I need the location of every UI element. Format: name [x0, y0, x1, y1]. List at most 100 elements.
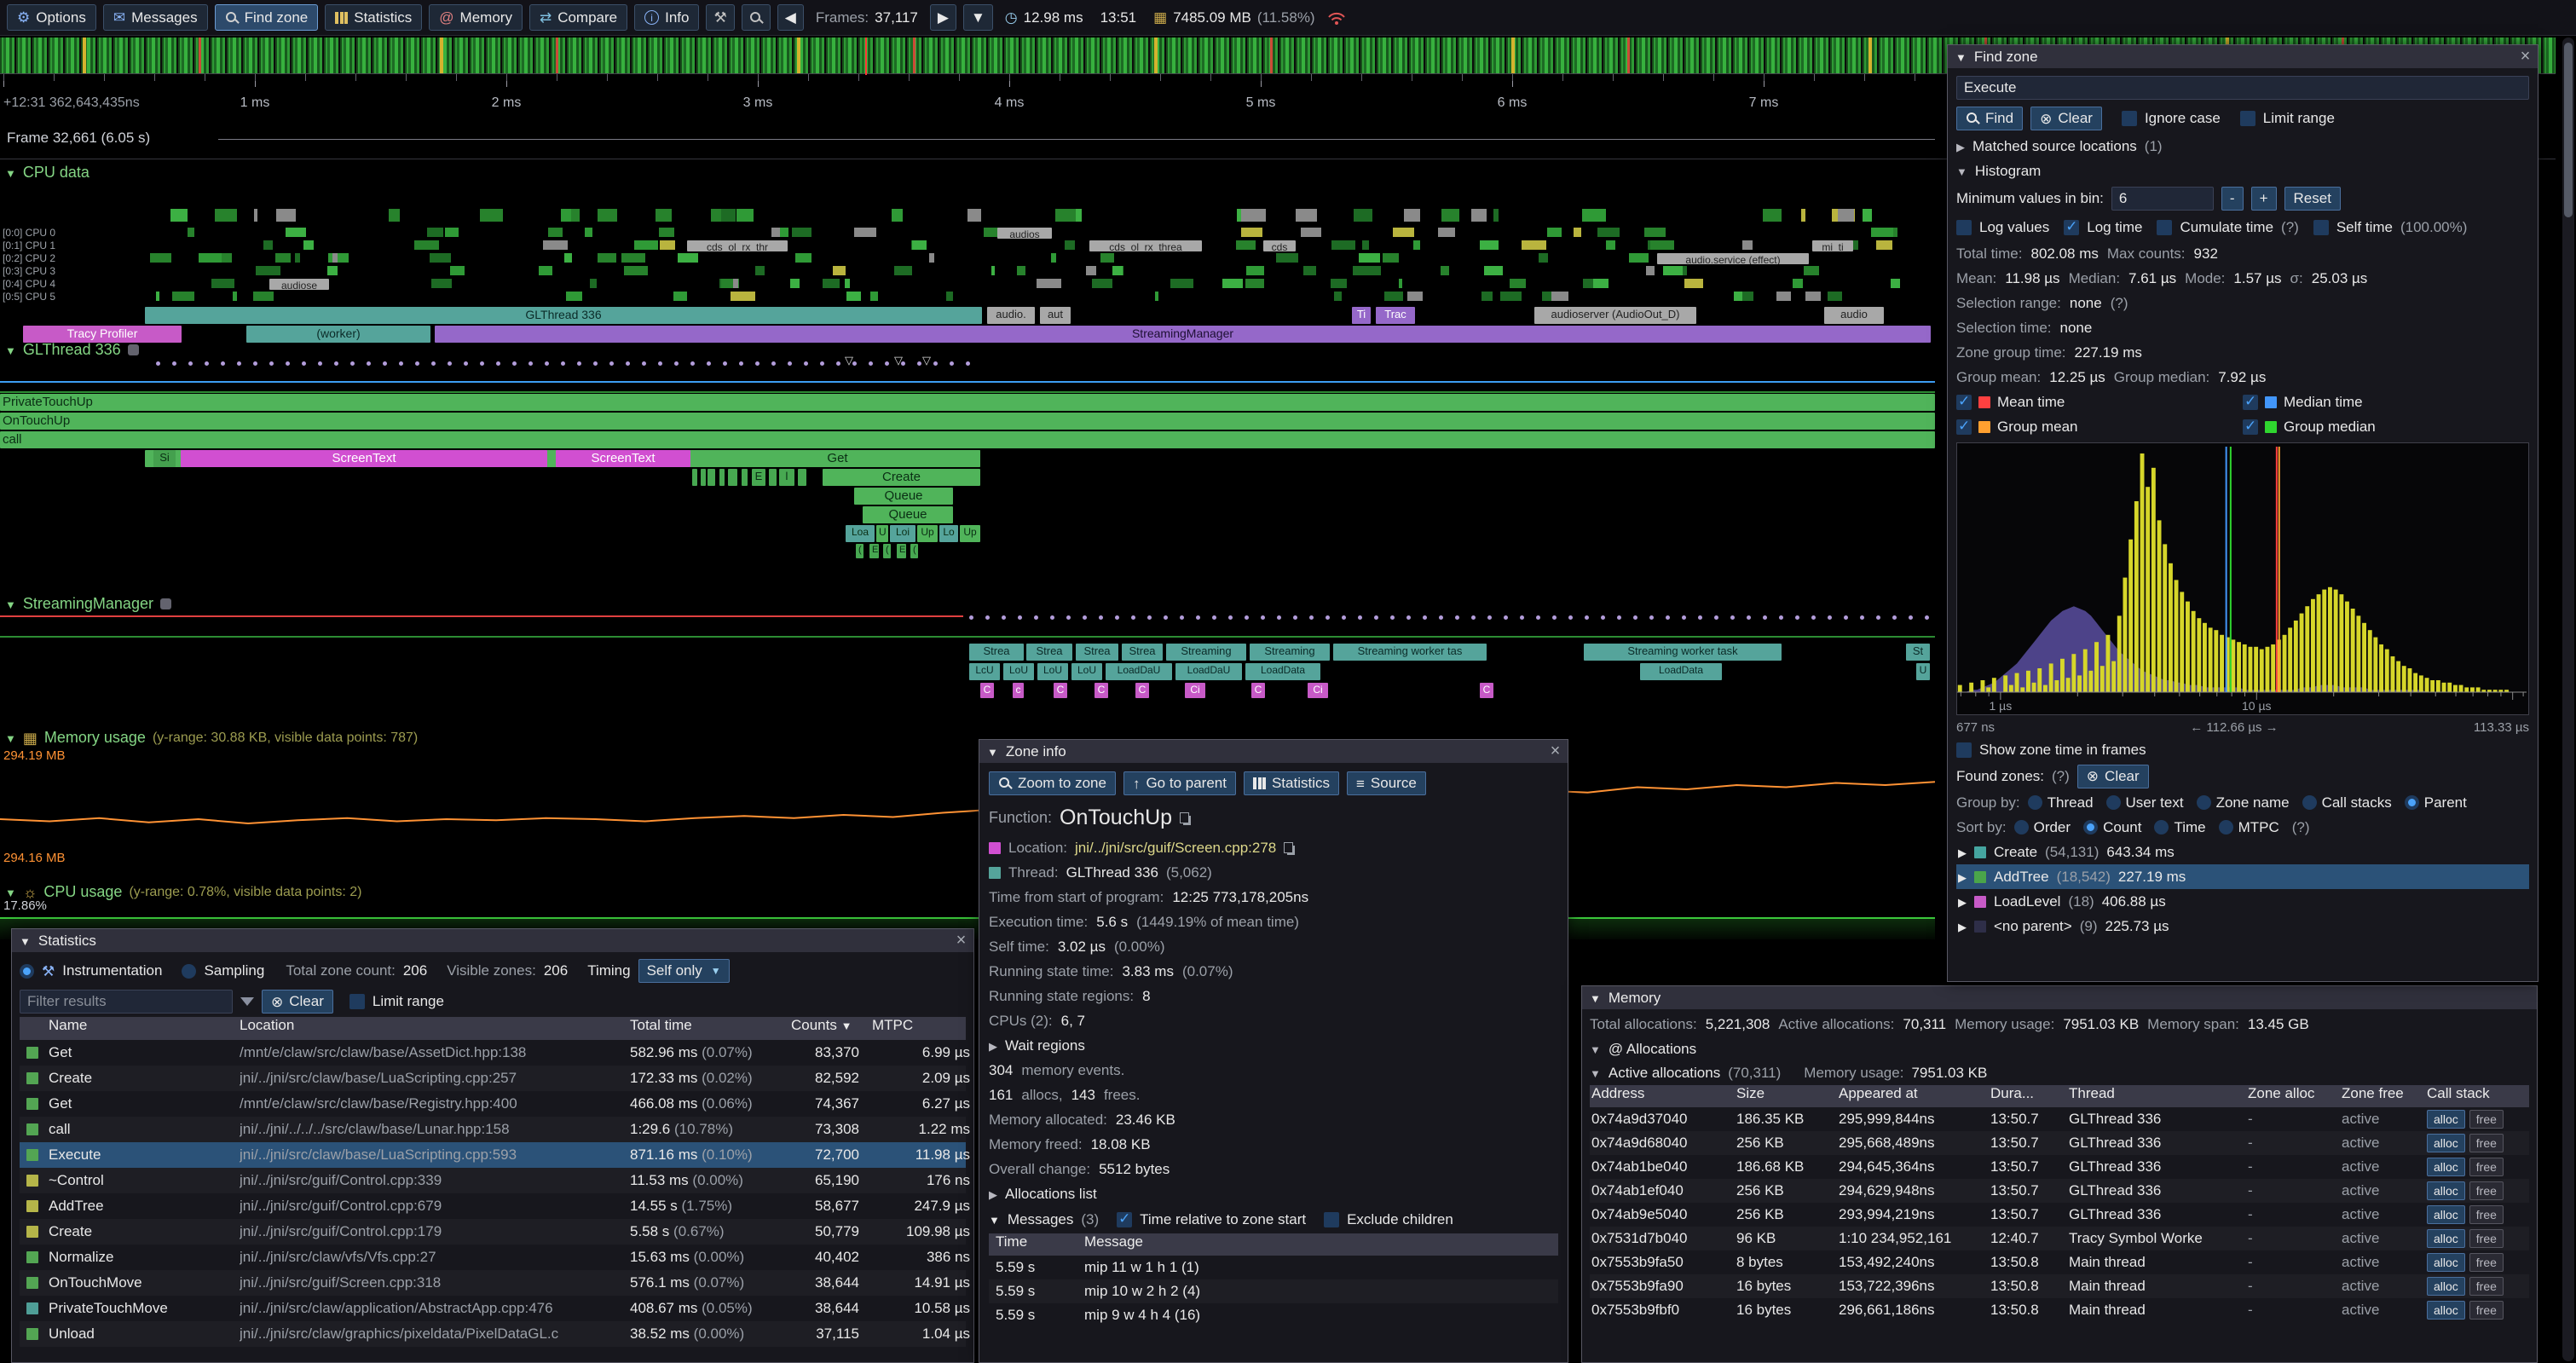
find-zone-button[interactable]: Find zone: [214, 4, 319, 31]
zone-bar[interactable]: call: [0, 431, 1935, 448]
alloc-callstack-button[interactable]: alloc: [2427, 1301, 2465, 1320]
zone-bar[interactable]: [719, 469, 725, 486]
legend-checkbox[interactable]: [2243, 393, 2258, 410]
zone-bar[interactable]: (: [910, 544, 918, 558]
copy-icon[interactable]: [1180, 811, 1190, 823]
alloc-callstack-button[interactable]: alloc: [2427, 1181, 2465, 1200]
zone-bar[interactable]: cds_ol_rx_thr: [687, 240, 788, 251]
show-zone-time-checkbox[interactable]: [1956, 742, 1972, 758]
filter-icon[interactable]: [240, 997, 254, 1006]
table-row[interactable]: AddTree jni/../jni/src/guif/Control.cpp:…: [20, 1193, 970, 1219]
zone-bar[interactable]: LoadDaU: [1175, 663, 1242, 680]
free-callstack-button[interactable]: free: [2469, 1181, 2504, 1200]
message-row[interactable]: 5.59 s mip 11 w 1 h 1 (1): [996, 1259, 1199, 1275]
zone-bar[interactable]: Streaming: [1166, 644, 1246, 661]
group-by-radio[interactable]: Zone name: [2196, 790, 2290, 815]
zone-bar[interactable]: ScreenText: [556, 450, 690, 467]
zone-bar[interactable]: Trac: [1376, 307, 1415, 324]
limit-range-checkbox[interactable]: [2239, 111, 2255, 126]
allocation-row[interactable]: 0x74ab1ef040 256 KB 294,629,948ns 13:50.…: [1590, 1179, 2529, 1203]
alloc-callstack-button[interactable]: alloc: [2427, 1134, 2465, 1152]
zone-bar[interactable]: OnTouchUp: [0, 413, 1935, 430]
zone-bar[interactable]: LoU: [1037, 663, 1068, 680]
zone-bar[interactable]: Strea: [1122, 644, 1163, 661]
vertical-scrollbar[interactable]: [2562, 38, 2574, 1361]
zone-bar[interactable]: Ti: [1352, 307, 1371, 324]
collapse-icon[interactable]: [1590, 990, 1601, 1007]
zone-bar[interactable]: Strea: [1026, 644, 1072, 661]
zone-bar[interactable]: ScreenText: [181, 450, 547, 467]
alloc-callstack-button[interactable]: alloc: [2427, 1110, 2465, 1129]
found-zone-group[interactable]: AddTree (18,542) 227.19 ms: [1956, 864, 2529, 889]
allocations-list-toggle[interactable]: Allocations list: [989, 1181, 1558, 1206]
zone-bar[interactable]: [692, 469, 697, 486]
info-button[interactable]: Info: [634, 4, 700, 31]
go-to-parent-button[interactable]: Go to parent: [1123, 771, 1236, 795]
memory-button[interactable]: Memory: [429, 4, 523, 31]
group-by-radio[interactable]: Thread: [2027, 790, 2094, 815]
zone-bar[interactable]: C: [980, 683, 994, 698]
alloc-callstack-button[interactable]: alloc: [2427, 1229, 2465, 1248]
source-location[interactable]: jni/../jni/src/guif/Screen.cpp:278: [1075, 840, 1277, 856]
zone-info-titlebar[interactable]: Zone info: [979, 740, 1568, 763]
zone-bar[interactable]: ▽: [894, 354, 903, 367]
zone-bar[interactable]: PrivateTouchUp: [0, 394, 1935, 411]
zone-bar[interactable]: Ci: [1185, 683, 1205, 698]
alloc-callstack-button[interactable]: alloc: [2427, 1253, 2465, 1272]
section-cpu-data[interactable]: CPU data: [5, 164, 90, 182]
zone-bar[interactable]: aut: [1040, 307, 1071, 324]
zone-bar[interactable]: (: [856, 544, 863, 558]
table-row[interactable]: Get /mnt/e/claw/src/claw/base/AssetDict.…: [20, 1040, 970, 1066]
log-time-checkbox[interactable]: [2064, 218, 2080, 235]
wait-regions-toggle[interactable]: Wait regions: [989, 1033, 1558, 1058]
zone-bar[interactable]: Ci: [1308, 683, 1328, 698]
zone-bar[interactable]: Lo: [939, 525, 958, 542]
free-callstack-button[interactable]: free: [2469, 1158, 2504, 1176]
time-ruler[interactable]: [0, 73, 2556, 97]
found-zone-group[interactable]: Create (54,131) 643.34 ms: [1956, 840, 2529, 864]
self-time-checkbox[interactable]: [2313, 220, 2329, 235]
zone-bar[interactable]: ▽: [845, 354, 853, 367]
options-button[interactable]: Options: [7, 4, 96, 31]
zone-bar[interactable]: Tracy Profiler: [23, 326, 182, 343]
statistics-button[interactable]: Statistics: [325, 4, 423, 31]
zone-bar[interactable]: cds: [1263, 240, 1296, 251]
clear-filter-button[interactable]: Clear: [262, 990, 333, 1014]
legend-checkbox[interactable]: [2243, 418, 2258, 435]
zone-bar[interactable]: audio.service (effect): [1657, 253, 1809, 264]
zone-bar[interactable]: Create: [823, 469, 980, 486]
zone-bar[interactable]: Queue: [863, 506, 953, 523]
zone-statistics-button[interactable]: Statistics: [1243, 771, 1339, 795]
alloc-callstack-button[interactable]: alloc: [2427, 1277, 2465, 1296]
free-callstack-button[interactable]: free: [2469, 1253, 2504, 1272]
collapse-icon[interactable]: [987, 743, 998, 760]
zone-bar[interactable]: Streaming worker tas: [1333, 644, 1487, 661]
source-button[interactable]: Source: [1347, 771, 1426, 795]
zone-bar[interactable]: [701, 469, 706, 486]
zone-bar[interactable]: audio.: [987, 307, 1035, 324]
reset-button[interactable]: Reset: [2284, 187, 2341, 211]
clear-found-button[interactable]: Clear: [2076, 764, 2149, 788]
cumulate-time-checkbox[interactable]: [2157, 220, 2173, 235]
allocation-row[interactable]: 0x7553b9fbf0 16 bytes 296,661,186ns 13:5…: [1590, 1298, 2529, 1322]
zone-bar[interactable]: (: [883, 544, 891, 558]
zone-bar[interactable]: LoU: [1003, 663, 1034, 680]
increase-bin-button[interactable]: +: [2250, 187, 2277, 211]
allocation-row[interactable]: 0x7553b9fa50 8 bytes 153,492,240ns 13:50…: [1590, 1250, 2529, 1274]
zone-bar[interactable]: audio: [1824, 307, 1884, 324]
found-zone-group[interactable]: <no parent> (9) 225.73 µs: [1956, 914, 2529, 939]
zone-bar[interactable]: GLThread 336: [145, 307, 982, 324]
zone-bar[interactable]: audios: [997, 228, 1052, 239]
zone-bar[interactable]: E: [869, 544, 879, 558]
sort-by-radio[interactable]: Order: [2013, 815, 2071, 840]
next-frame-button[interactable]: [929, 4, 956, 31]
instrumentation-radio[interactable]: [20, 963, 34, 979]
find-zone-input[interactable]: [1956, 76, 2529, 100]
zone-bar[interactable]: C: [1054, 683, 1067, 698]
collapse-icon[interactable]: [989, 1211, 1000, 1228]
zone-bar[interactable]: Queue: [854, 488, 953, 505]
timing-combo[interactable]: Self only: [638, 959, 730, 983]
free-callstack-button[interactable]: free: [2469, 1229, 2504, 1248]
memory-usage-plot[interactable]: [0, 747, 1936, 862]
zone-bar[interactable]: LoadData: [1245, 663, 1320, 680]
